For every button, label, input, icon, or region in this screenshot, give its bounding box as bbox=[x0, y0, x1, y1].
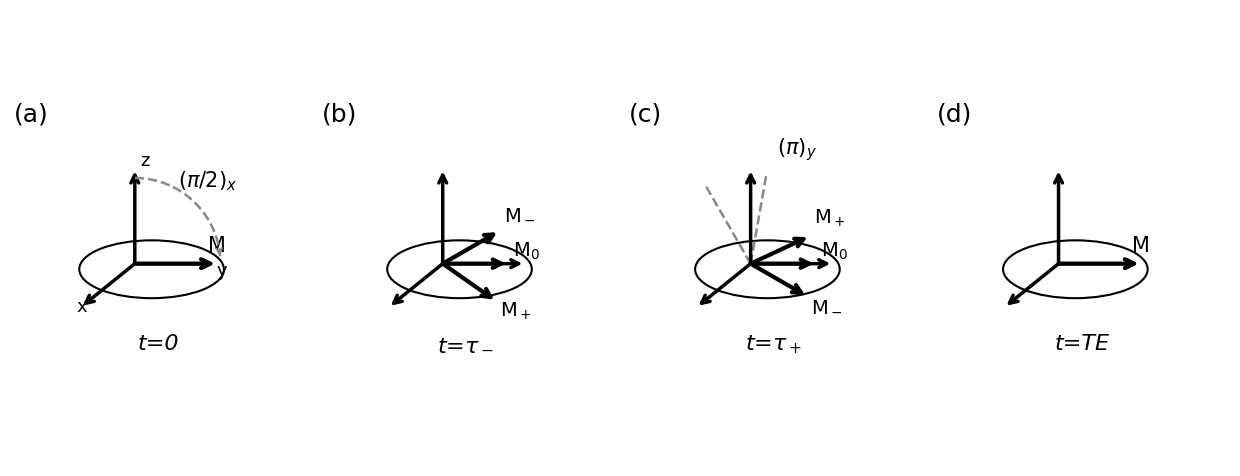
Text: M$_0$: M$_0$ bbox=[821, 241, 848, 262]
Text: M$_0$: M$_0$ bbox=[513, 241, 539, 262]
Text: $(\pi)_y$: $(\pi)_y$ bbox=[777, 137, 817, 163]
Text: M$_-$: M$_-$ bbox=[811, 296, 842, 315]
Text: $(\pi/2)_x$: $(\pi/2)_x$ bbox=[177, 170, 237, 193]
Text: t=TE: t=TE bbox=[1054, 335, 1110, 355]
Text: (b): (b) bbox=[321, 103, 357, 127]
Text: M$_-$: M$_-$ bbox=[503, 204, 536, 223]
Text: t=0: t=0 bbox=[138, 335, 179, 355]
Text: (a): (a) bbox=[14, 103, 48, 127]
Text: z: z bbox=[140, 151, 150, 169]
Text: x: x bbox=[76, 298, 87, 317]
Text: M: M bbox=[1132, 236, 1149, 256]
Text: M$_+$: M$_+$ bbox=[500, 300, 532, 322]
Text: y: y bbox=[216, 262, 227, 280]
Text: (c): (c) bbox=[630, 103, 662, 127]
Text: M: M bbox=[208, 236, 226, 256]
Text: t=$\tau_-$: t=$\tau_-$ bbox=[438, 335, 495, 355]
Text: t=$\tau_+$: t=$\tau_+$ bbox=[745, 333, 802, 356]
Text: (d): (d) bbox=[937, 103, 972, 127]
Text: M$_+$: M$_+$ bbox=[815, 208, 846, 229]
